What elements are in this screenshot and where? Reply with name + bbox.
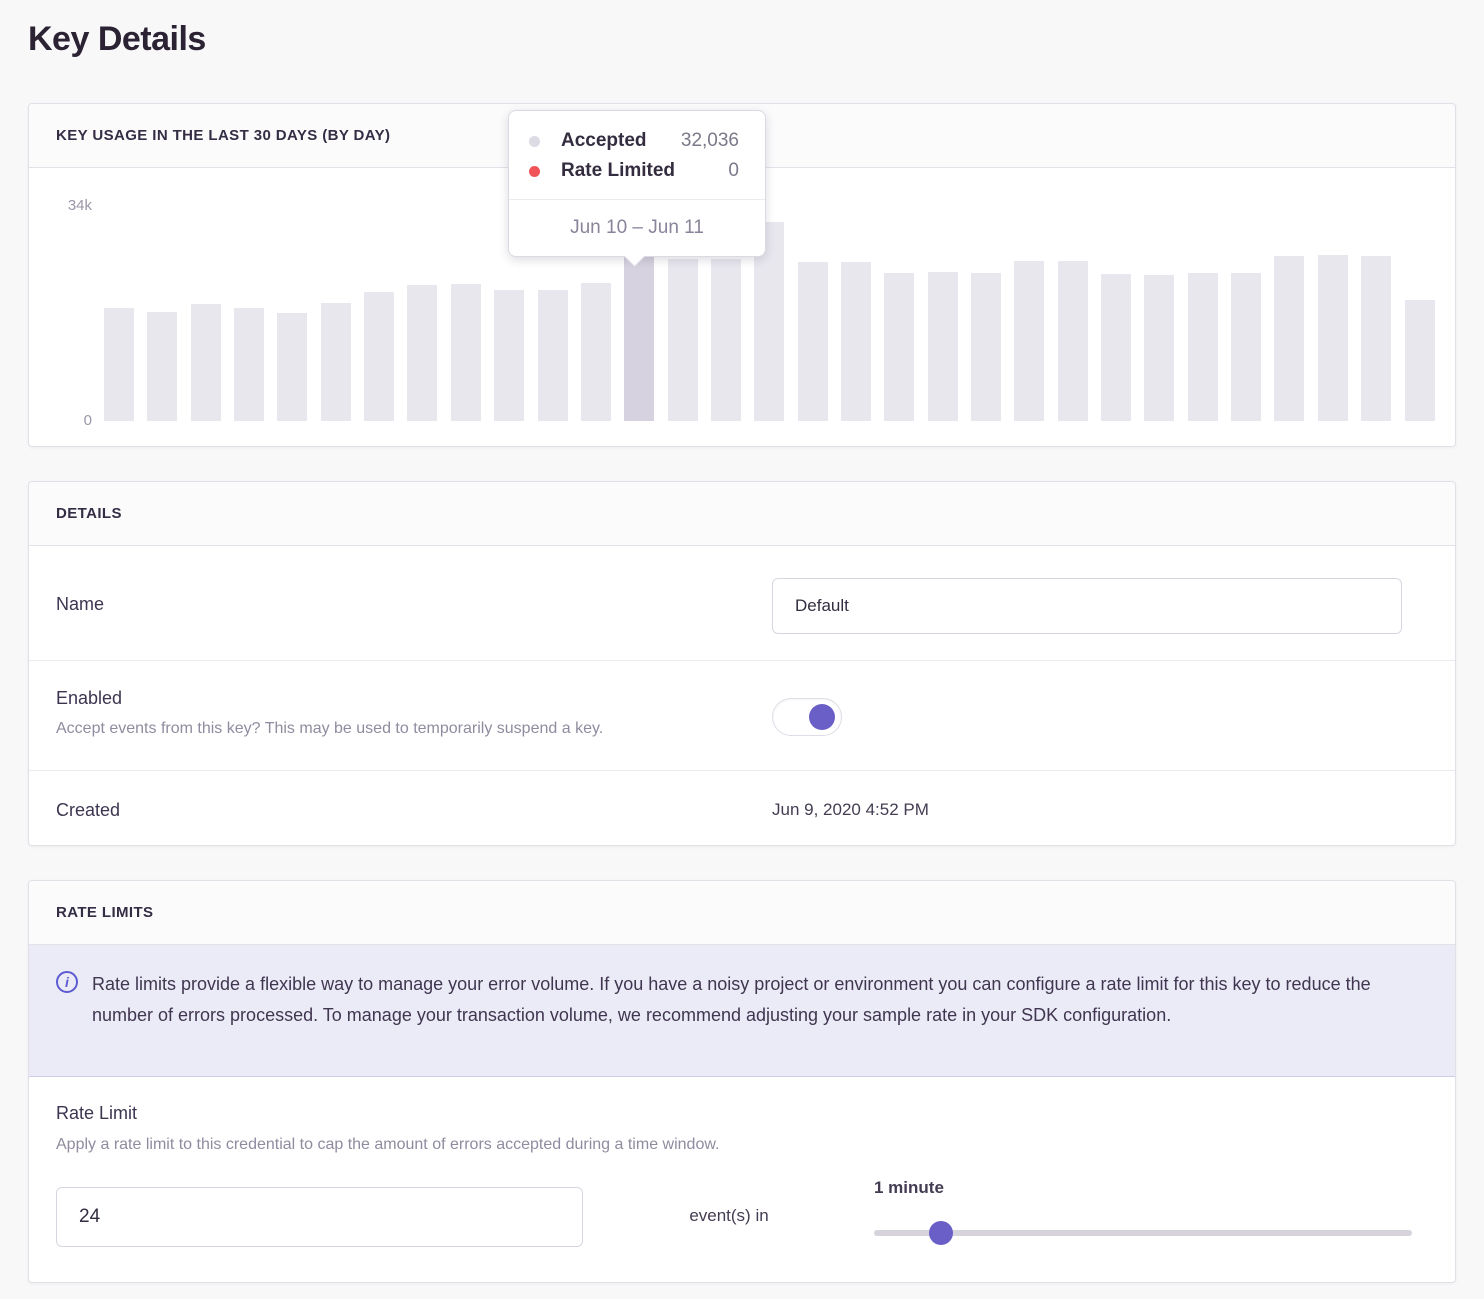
rate-limit-label: Rate Limit [56, 1103, 138, 1123]
usage-bar-27[interactable] [1231, 273, 1261, 421]
usage-bar-15[interactable] [711, 259, 741, 421]
enabled-toggle-knob [809, 704, 835, 730]
usage-bar-23[interactable] [1058, 261, 1088, 421]
y-axis-min-label: 0 [83, 412, 92, 429]
usage-bar-20[interactable] [928, 272, 958, 421]
created-label: Created [56, 800, 121, 820]
details-panel-header: DETAILS [29, 482, 1455, 546]
tooltip-rate-limited-label: Rate Limited [561, 160, 676, 181]
usage-bar-12[interactable] [581, 283, 611, 421]
info-icon: i [56, 971, 78, 993]
usage-bar-29[interactable] [1318, 255, 1348, 421]
page-title: Key Details [28, 20, 206, 58]
row-divider [29, 770, 1455, 771]
usage-bar-1[interactable] [104, 308, 134, 421]
usage-bar-21[interactable] [971, 273, 1001, 421]
rate-limit-middle-text: event(s) in [689, 1206, 769, 1225]
name-input[interactable] [772, 578, 1402, 634]
tooltip-rate-limited-value: 0 [728, 160, 739, 181]
rate-limit-slider-knob[interactable] [929, 1221, 954, 1245]
usage-bar-6[interactable] [321, 303, 351, 421]
accepted-series-dot-icon [529, 135, 540, 147]
tooltip-date-range: Jun 10 – Jun 11 [509, 199, 765, 256]
rate-limits-info-text: Rate limits provide a flexible way to ma… [92, 974, 1371, 1025]
key-usage-panel: KEY USAGE IN THE LAST 30 DAYS (BY DAY) 3… [28, 103, 1456, 447]
usage-bar-11[interactable] [538, 290, 568, 421]
name-label: Name [56, 594, 105, 614]
usage-bar-31[interactable] [1405, 300, 1435, 421]
enabled-toggle[interactable] [772, 698, 842, 736]
enabled-help-text: Accept events from this key? This may be… [56, 720, 604, 737]
tooltip-accepted-label: Accepted [561, 130, 647, 151]
enabled-label: Enabled [56, 688, 123, 708]
created-value: Jun 9, 2020 4:52 PM [772, 800, 929, 819]
usage-bar-25[interactable] [1144, 275, 1174, 421]
rate-limits-panel-title: RATE LIMITS [56, 904, 154, 921]
row-divider [29, 660, 1455, 661]
usage-bar-14[interactable] [668, 259, 698, 421]
tooltip-row-rate-limited: Rate Limited 0 [529, 156, 739, 186]
usage-bar-22[interactable] [1014, 261, 1044, 421]
usage-bar-17[interactable] [798, 262, 828, 421]
usage-bar-30[interactable] [1361, 256, 1391, 421]
rate-limits-info-alert: i Rate limits provide a flexible way to … [29, 945, 1455, 1077]
tooltip-accepted-value: 32,036 [680, 130, 739, 151]
usage-bar-4[interactable] [234, 308, 264, 421]
usage-bar-9[interactable] [451, 284, 481, 421]
usage-bar-5[interactable] [277, 313, 307, 421]
rate-limit-window-slider[interactable] [874, 1221, 1412, 1245]
usage-bar-19[interactable] [884, 273, 914, 421]
y-axis-max-label: 34k [67, 197, 92, 214]
usage-bar-28[interactable] [1274, 256, 1304, 421]
details-panel: DETAILS Name Enabled Accept events from … [28, 481, 1456, 846]
details-panel-title: DETAILS [56, 505, 122, 522]
usage-bar-18[interactable] [841, 262, 871, 421]
usage-bar-26[interactable] [1188, 273, 1218, 421]
usage-bar-2[interactable] [147, 312, 177, 421]
key-usage-panel-title: KEY USAGE IN THE LAST 30 DAYS (BY DAY) [56, 127, 391, 144]
usage-bar-24[interactable] [1101, 274, 1131, 421]
usage-bar-8[interactable] [407, 285, 437, 421]
usage-bar-10[interactable] [494, 290, 524, 421]
rate-limit-window-label: 1 minute [874, 1178, 944, 1197]
rate-limits-panel: RATE LIMITS i Rate limits provide a flex… [28, 880, 1456, 1283]
rate-limit-help-text: Apply a rate limit to this credential to… [56, 1136, 720, 1153]
chart-tooltip: Accepted 32,036 Rate Limited 0 Jun 10 – … [508, 110, 766, 268]
rate-limit-count-input[interactable] [56, 1187, 583, 1247]
usage-bar-3[interactable] [191, 304, 221, 421]
rate-limits-panel-header: RATE LIMITS [29, 881, 1455, 945]
tooltip-row-accepted: Accepted 32,036 [529, 126, 739, 156]
usage-bar-chart[interactable] [104, 168, 1452, 421]
usage-bar-7[interactable] [364, 292, 394, 421]
rate-limited-series-dot-icon [529, 165, 540, 177]
